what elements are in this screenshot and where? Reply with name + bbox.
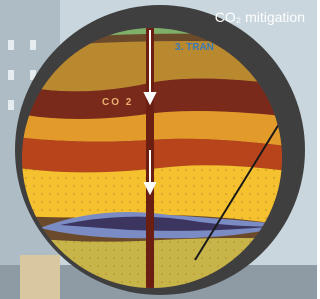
layer-label: 3. TRAN (175, 42, 214, 53)
badge-label: CO₂ mitigation (215, 9, 305, 25)
tank (20, 255, 60, 299)
gas-label: CO 2 (102, 97, 133, 108)
illustration: 3. TRAN CO 2 CO₂ mitigation (0, 0, 317, 299)
